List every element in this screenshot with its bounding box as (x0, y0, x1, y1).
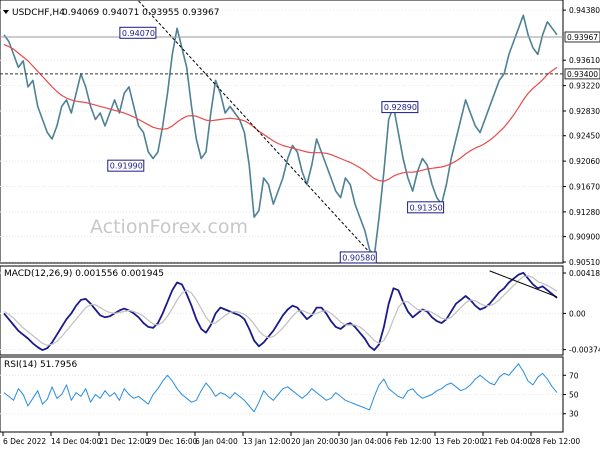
price-annotation-label: 0.94070 (122, 29, 155, 38)
price-panel: 0.94380 0.93610 0.93220 0.92830 0.92450 0.920… (0, 0, 600, 267)
support-badge (564, 68, 600, 80)
y-tick-label: 30 (569, 410, 579, 419)
price-trendline (138, 0, 375, 258)
ma-line (3, 44, 558, 182)
y-tick-label: 0.00418 (569, 269, 600, 278)
collapse-arrow-icon[interactable] (3, 10, 9, 14)
y-tick-label: 0.93610 (569, 56, 600, 65)
price-annotation (407, 201, 445, 214)
rsi-title: RSI(14) 51.7956 (4, 360, 77, 370)
macd-trendline (489, 270, 558, 298)
ohlc-label: 0.94069 0.94071 0.93955 0.93967 (62, 8, 219, 18)
price-annotation (339, 251, 377, 264)
line-line (3, 14, 558, 257)
price-y-axis: 0.94380 0.93610 0.93220 0.92830 0.92450 0.920… (563, 6, 600, 267)
x-tick-label: 21 Dec 12:00 (99, 437, 150, 446)
chart-header: USDCHF,H4 0.94069 0.94071 0.93955 0.9396… (3, 8, 219, 18)
price-annotation-label: 0.90580 (342, 253, 375, 262)
rsi-panel: 70 50 30 RSI(14) 51.7956 (0, 356, 579, 433)
rsi-line (3, 363, 558, 413)
macd-grid (0, 272, 563, 351)
watermark: ActionForex.com (90, 216, 248, 238)
current-price-badge (564, 31, 600, 43)
x-tick-label: 20 Jan 20:00 (291, 437, 339, 446)
y-tick-label: 0.93220 (569, 82, 600, 91)
y-tick-label: 0.91670 (569, 182, 600, 191)
y-tick-label: 0.92060 (569, 157, 600, 166)
rsi-y-axis: 70 50 30 (563, 371, 579, 419)
symbol-label: USDCHF,H4 (12, 8, 65, 18)
price-panel-frame (0, 0, 564, 264)
y-tick-label: 0.94380 (569, 6, 600, 15)
x-tick-label: 13 Jan 12:00 (243, 437, 291, 446)
x-tick-label: 6 Dec 2022 (3, 437, 46, 446)
y-tick-label: 0.91280 (569, 208, 600, 217)
current-price-badge-label: 0.93967 (567, 33, 598, 42)
rsi-lines (3, 363, 558, 413)
price-annotations: 0.93967 0.93400 0.94070 0.91990 0.92890 0.913… (0, 0, 600, 264)
x-tick-label: 28 Feb 12:00 (531, 437, 580, 446)
x-tick-label: 29 Dec 16:00 (147, 437, 198, 446)
y-tick-label: -0.003744 (569, 346, 600, 355)
macd-panel-frame (0, 265, 564, 356)
y-tick-label: 70 (569, 371, 579, 380)
macd-title: MACD(12,26,9) 0.001556 0.001945 (4, 269, 164, 279)
y-tick-label: 0.00 (569, 309, 586, 318)
x-tick-label: 13 Feb 20:00 (435, 437, 484, 446)
x-tick-label: 21 Feb 04:00 (483, 437, 532, 446)
macd-panel: 0.00418 0.00 -0.003744 MACD(12,26,9) 0.001… (0, 265, 600, 356)
price-annotation-label: 0.91350 (410, 203, 443, 212)
price-grid (0, 9, 563, 263)
x-tick-label: 14 Dec 04:00 (51, 437, 102, 446)
price-annotation-label: 0.92890 (384, 103, 417, 112)
x-tick-label: 6 Jan 04:00 (195, 437, 238, 446)
y-tick-label: 0.90510 (569, 258, 600, 267)
support-badge-label: 0.93400 (567, 70, 598, 79)
x-tick-label: 30 Jan 04:00 (339, 437, 387, 446)
macd-y-axis: 0.00418 0.00 -0.003744 (563, 269, 600, 355)
macd-lines (3, 270, 558, 352)
rsi-grid (0, 374, 563, 415)
price-lines (3, 14, 558, 257)
y-tick-label: 0.92450 (569, 132, 600, 141)
x-tick-label: 6 Feb 12:00 (387, 437, 432, 446)
price-annotation (119, 26, 157, 39)
y-tick-label: 0.92830 (569, 107, 600, 116)
signal-line (3, 275, 558, 346)
y-tick-label: 50 (569, 391, 579, 400)
price-annotation (107, 159, 145, 172)
price-annotation (381, 101, 419, 114)
y-tick-label: 0.90900 (569, 233, 600, 242)
price-annotation-label: 0.91990 (110, 162, 143, 171)
macd-line (3, 271, 558, 352)
